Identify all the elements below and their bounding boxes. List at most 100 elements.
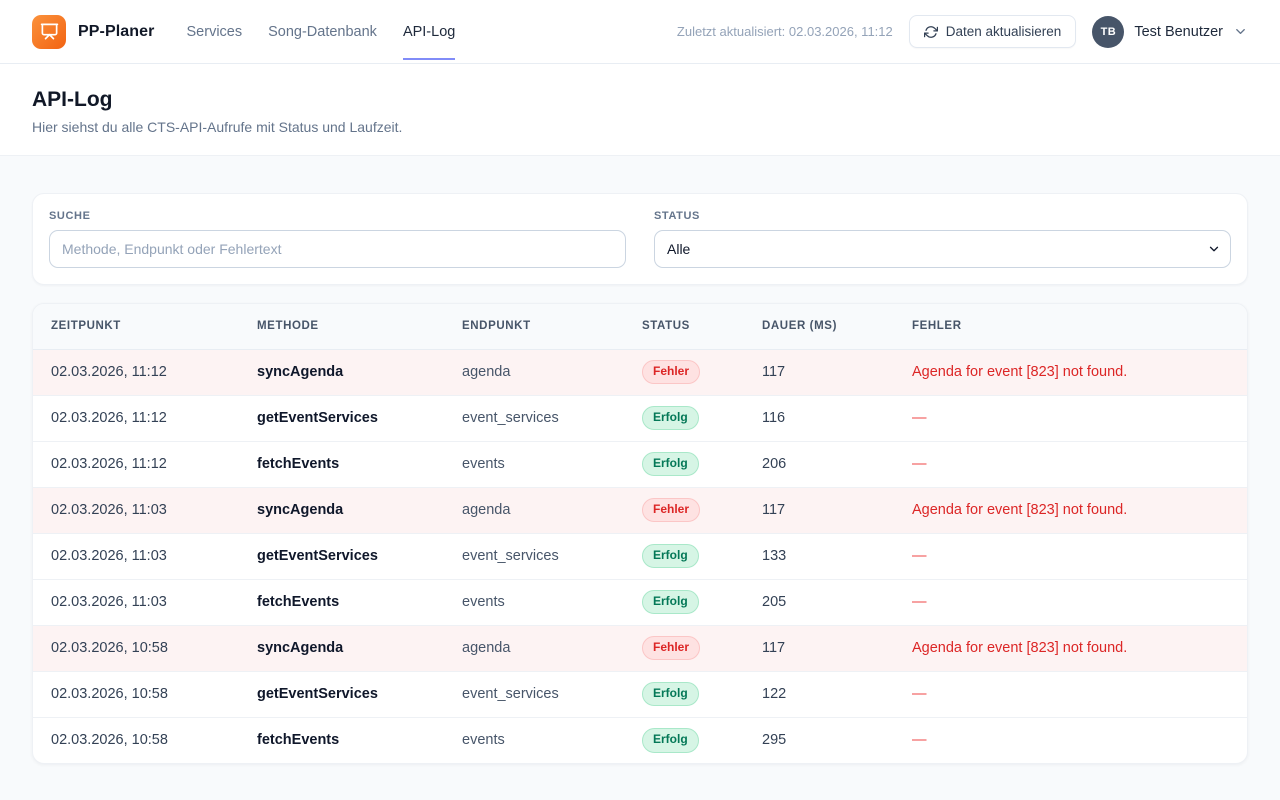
cell-fehler: — xyxy=(896,394,1247,441)
table-row: 02.03.2026, 11:03 syncAgenda agenda Fehl… xyxy=(33,486,1247,533)
cell-endpunkt: events xyxy=(446,440,626,487)
nav-item-services[interactable]: Services xyxy=(186,23,243,40)
cell-fehler: — xyxy=(896,532,1247,579)
cell-endpunkt: event_services xyxy=(446,394,626,441)
status-label: Status xyxy=(654,210,700,222)
cell-methode: syncAgenda xyxy=(241,624,446,671)
nav-item-song-datenbank[interactable]: Song-Datenbank xyxy=(268,23,377,40)
cell-methode: syncAgenda xyxy=(241,349,446,395)
status-badge: Erfolg xyxy=(642,405,699,431)
search-input[interactable] xyxy=(49,230,626,268)
cell-zeitpunkt: 02.03.2026, 11:12 xyxy=(33,440,241,487)
cell-methode: fetchEvents xyxy=(241,440,446,487)
cell-status: Erfolg xyxy=(626,394,746,441)
cell-methode: fetchEvents xyxy=(241,716,446,763)
page-title: API-Log xyxy=(32,88,113,111)
brand-name: PP-Planer xyxy=(78,22,155,40)
cell-status: Erfolg xyxy=(626,532,746,579)
cell-zeitpunkt: 02.03.2026, 10:58 xyxy=(33,670,241,717)
table-row: 02.03.2026, 10:58 fetchEvents events Erf… xyxy=(33,716,1247,763)
cell-methode: getEventServices xyxy=(241,394,446,441)
status-badge: Erfolg xyxy=(642,589,699,615)
cell-fehler: Agenda for event [823] not found. xyxy=(896,486,1247,533)
cell-endpunkt: event_services xyxy=(446,532,626,579)
cell-endpunkt: events xyxy=(446,578,626,625)
cell-status: Erfolg xyxy=(626,578,746,625)
cell-status: Fehler xyxy=(626,624,746,671)
status-badge: Fehler xyxy=(642,497,701,523)
cell-dauer: 205 xyxy=(746,578,896,625)
cell-endpunkt: agenda xyxy=(446,349,626,395)
avatar: TB xyxy=(1092,15,1125,48)
table-header-row: Zeitpunkt Methode Endpunkt Status Dauer … xyxy=(33,304,1247,350)
refresh-button-label: Daten aktualisieren xyxy=(945,24,1062,39)
cell-dauer: 295 xyxy=(746,716,896,763)
col-status: Status xyxy=(626,304,746,350)
cell-fehler: Agenda for event [823] not found. xyxy=(896,349,1247,395)
cell-zeitpunkt: 02.03.2026, 11:12 xyxy=(33,394,241,441)
user-menu[interactable]: TB Test Benutzer xyxy=(1092,15,1248,48)
cell-fehler: Agenda for event [823] not found. xyxy=(896,624,1247,671)
cell-status: Erfolg xyxy=(626,440,746,487)
cell-dauer: 116 xyxy=(746,394,896,441)
cell-methode: getEventServices xyxy=(241,670,446,717)
last-updated-text: Zuletzt aktualisiert: 02.03.2026, 11:12 xyxy=(676,24,893,39)
status-badge: Erfolg xyxy=(642,543,699,569)
cell-zeitpunkt: 02.03.2026, 10:58 xyxy=(33,624,241,671)
cell-zeitpunkt: 02.03.2026, 11:03 xyxy=(33,532,241,579)
cell-fehler: — xyxy=(896,578,1247,625)
app-logo xyxy=(32,14,66,49)
cell-fehler: — xyxy=(896,716,1247,763)
cell-methode: syncAgenda xyxy=(241,486,446,533)
cell-status: Fehler xyxy=(626,349,746,395)
cell-dauer: 117 xyxy=(746,349,896,395)
topbar: PP-Planer Services Song-Datenbank API-Lo… xyxy=(0,0,1280,64)
cell-dauer: 117 xyxy=(746,486,896,533)
cell-status: Fehler xyxy=(626,486,746,533)
cell-zeitpunkt: 02.03.2026, 11:03 xyxy=(33,578,241,625)
cell-zeitpunkt: 02.03.2026, 10:58 xyxy=(33,716,241,763)
api-log-table-card: Zeitpunkt Methode Endpunkt Status Dauer … xyxy=(32,303,1248,764)
status-badge: Erfolg xyxy=(642,681,699,707)
cell-status: Erfolg xyxy=(626,716,746,763)
table-row: 02.03.2026, 10:58 getEventServices event… xyxy=(33,670,1247,717)
status-badge: Fehler xyxy=(642,635,701,661)
cell-dauer: 117 xyxy=(746,624,896,671)
status-badge: Erfolg xyxy=(642,451,699,477)
table-row: 02.03.2026, 11:03 fetchEvents events Erf… xyxy=(33,578,1247,625)
page-header: API-Log Hier siehst du alle CTS-API-Aufr… xyxy=(0,64,1280,156)
refresh-data-button[interactable]: Daten aktualisieren xyxy=(908,15,1077,48)
table-row: 02.03.2026, 11:12 syncAgenda agenda Fehl… xyxy=(33,349,1247,395)
nav-item-api-log[interactable]: API-Log xyxy=(402,4,456,60)
col-dauer: Dauer (ms) xyxy=(746,304,896,350)
cell-methode: fetchEvents xyxy=(241,578,446,625)
cell-zeitpunkt: 02.03.2026, 11:12 xyxy=(33,349,241,395)
user-name: Test Benutzer xyxy=(1134,23,1223,40)
table-row: 02.03.2026, 11:12 fetchEvents events Erf… xyxy=(33,440,1247,487)
table-row: 02.03.2026, 11:03 getEventServices event… xyxy=(33,532,1247,579)
page-subtitle: Hier siehst du alle CTS-API-Aufrufe mit … xyxy=(32,119,403,135)
cell-zeitpunkt: 02.03.2026, 11:03 xyxy=(33,486,241,533)
filter-card: Suche Status Alle xyxy=(32,193,1248,285)
cell-dauer: 206 xyxy=(746,440,896,487)
refresh-icon xyxy=(923,25,938,39)
status-select[interactable]: Alle xyxy=(654,230,1231,268)
cell-dauer: 122 xyxy=(746,670,896,717)
table-row: 02.03.2026, 11:12 getEventServices event… xyxy=(33,394,1247,441)
col-methode: Methode xyxy=(241,304,446,350)
cell-fehler: — xyxy=(896,670,1247,717)
col-fehler: Fehler xyxy=(896,304,1247,350)
cell-endpunkt: agenda xyxy=(446,624,626,671)
cell-endpunkt: agenda xyxy=(446,486,626,533)
cell-endpunkt: events xyxy=(446,716,626,763)
main-content: Suche Status Alle xyxy=(0,156,1280,796)
search-label: Suche xyxy=(49,210,91,222)
cell-dauer: 133 xyxy=(746,532,896,579)
cell-fehler: — xyxy=(896,440,1247,487)
presentation-icon xyxy=(40,22,59,41)
table-row: 02.03.2026, 10:58 syncAgenda agenda Fehl… xyxy=(33,624,1247,671)
status-badge: Fehler xyxy=(642,359,701,385)
chevron-down-icon xyxy=(1233,24,1248,39)
api-log-table: Zeitpunkt Methode Endpunkt Status Dauer … xyxy=(33,304,1247,763)
cell-endpunkt: event_services xyxy=(446,670,626,717)
